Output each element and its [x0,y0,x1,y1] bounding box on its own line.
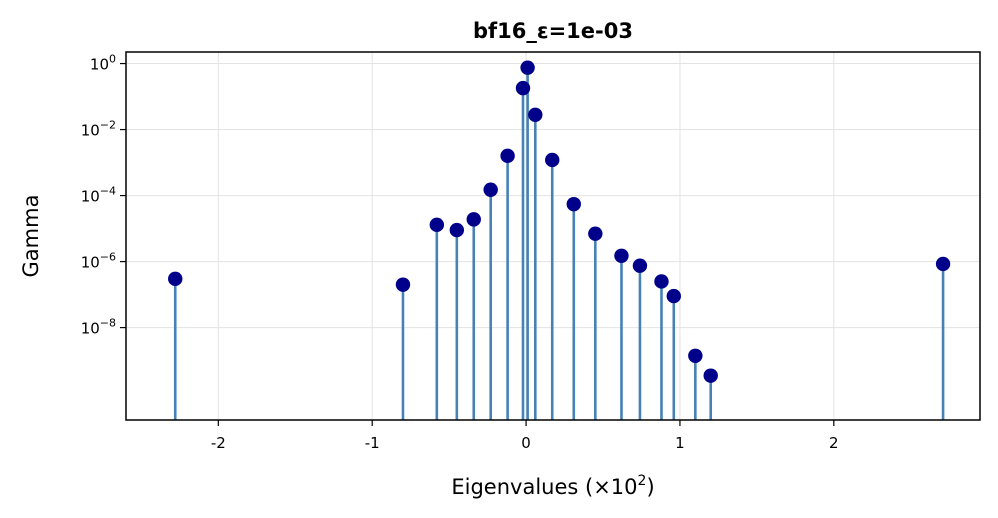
stem-marker [566,196,581,212]
y-axis-label: Gamma [19,195,43,278]
stem-marker [483,182,498,197]
stem-marker [528,107,543,123]
y-tick-label: 10−6 [81,251,116,272]
stem-marker [666,288,681,304]
x-tick-label: 2 [829,434,839,452]
stem-marker [654,274,669,289]
stem-marker [500,148,515,164]
plot-frame [125,51,981,421]
stem-marker [688,348,703,363]
y-tick-label: 10−8 [81,317,116,338]
stem-marker [520,60,535,75]
stems [173,67,945,420]
chart-title: bf16_ε=1e-03 [473,19,633,43]
y-tick-label: 100 [90,53,116,74]
stem-marker [449,222,465,238]
x-axis-ticks: -2 -1 0 1 2 [211,420,839,452]
stem-marker [515,80,531,96]
x-tick-label: 1 [675,434,685,452]
stem-marker [395,277,411,292]
x-tick-label: -1 [365,434,380,452]
stem-marker [588,226,603,241]
y-axis-ticks: 100 10−2 10−4 10−6 10−8 [81,53,126,338]
stem-marker [466,212,481,227]
stem-marker [614,248,629,263]
markers [168,60,951,383]
stem-marker [429,217,445,233]
x-axis-label: Eigenvalues (×102) [451,473,654,499]
stem-marker [703,368,718,383]
y-tick-label: 10−4 [81,185,116,206]
stem-marker [935,256,951,272]
x-tick-label: 0 [521,434,531,452]
stem-marker [168,271,183,287]
stem-marker [545,152,560,168]
stem-marker [632,258,648,273]
y-tick-label: 10−2 [81,119,116,140]
x-tick-label: -2 [211,434,226,452]
